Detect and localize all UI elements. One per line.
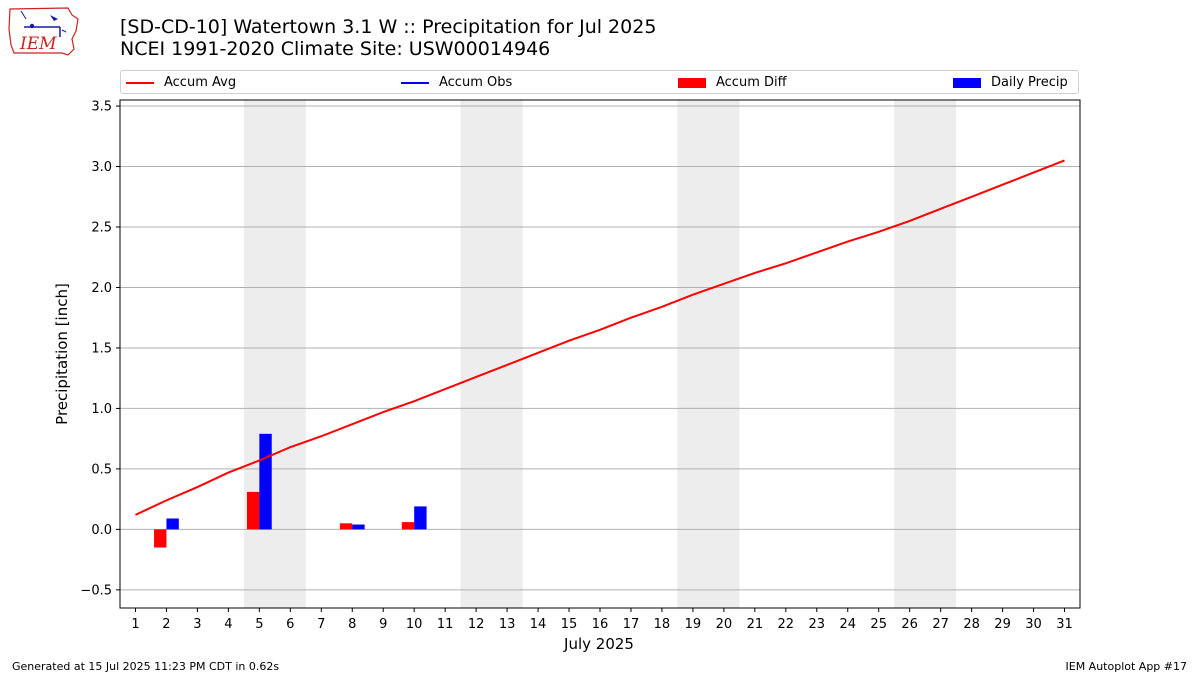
x-axis-label: July 2025 [563, 635, 634, 653]
legend-label-accum-obs: Accum Obs [439, 75, 513, 90]
legend-item-accum-avg: Accum Avg [126, 74, 236, 92]
y-tick-label: 0.5 [91, 462, 112, 477]
y-tick-label: 2.5 [91, 221, 112, 236]
legend-swatch-accum-avg [126, 81, 154, 84]
svg-text:IEM: IEM [19, 34, 57, 54]
accum-avg-line [135, 159, 1065, 516]
legend-label-accum-diff: Accum Diff [716, 75, 787, 90]
x-tick-label: 1 [131, 617, 139, 632]
x-tick-label: 29 [994, 617, 1011, 632]
x-tick-label: 19 [685, 617, 702, 632]
weekend-band [460, 100, 523, 608]
x-tick-label: 22 [778, 617, 795, 632]
x-tick-label: 2 [162, 617, 170, 632]
daily-precip-bar [259, 433, 272, 530]
x-tick-label: 8 [348, 617, 356, 632]
y-tick-label: 1.5 [91, 341, 112, 356]
x-tick-label: 4 [224, 617, 232, 632]
legend-label-daily-precip: Daily Precip [991, 75, 1068, 90]
y-tick-label: 0.0 [91, 523, 112, 538]
x-tick-label: 20 [716, 617, 733, 632]
x-tick-label: 10 [406, 617, 423, 632]
x-tick-label: 26 [901, 617, 918, 632]
x-tick-label: 23 [809, 617, 826, 632]
legend-swatch-accum-obs [401, 81, 429, 84]
x-tick-label: 13 [499, 617, 516, 632]
y-tick-label: −0.5 [80, 583, 112, 598]
x-tick-label: 17 [623, 617, 640, 632]
y-tick-label: 1.0 [91, 402, 112, 417]
accum-diff-bar [246, 491, 260, 530]
weekend-band [677, 100, 740, 608]
x-tick-label: 16 [592, 617, 609, 632]
y-tick-label: 3.5 [91, 100, 112, 115]
x-tick-label: 18 [654, 617, 671, 632]
x-tick-label: 30 [1025, 617, 1042, 632]
legend-item-accum-obs: Accum Obs [401, 74, 512, 92]
x-tick-label: 21 [747, 617, 764, 632]
footer-generated: Generated at 15 Jul 2025 11:23 PM CDT in… [12, 660, 280, 673]
x-tick-label: 3 [193, 617, 201, 632]
x-tick-label: 12 [468, 617, 485, 632]
x-tick-label: 27 [932, 617, 949, 632]
x-tick-label: 14 [530, 617, 547, 632]
x-tick-label: 25 [870, 617, 887, 632]
iem-logo: IEM [6, 5, 82, 59]
legend-item-accum-diff: Accum Diff [678, 74, 787, 92]
daily-precip-bar [166, 518, 179, 530]
plot-frame [119, 99, 1081, 609]
y-axis-label: Precipitation [inch] [53, 283, 71, 425]
y-tick-label: 3.0 [91, 160, 112, 175]
x-tick-label: 7 [317, 617, 325, 632]
x-tick-label: 28 [963, 617, 980, 632]
chart-legend: Accum Avg Accum Obs Accum Diff Daily Pre… [120, 70, 1079, 94]
y-tick-label: 2.0 [91, 281, 112, 296]
legend-label-accum-avg: Accum Avg [164, 75, 237, 90]
daily-precip-bar [414, 506, 427, 530]
legend-item-daily-precip: Daily Precip [953, 74, 1068, 92]
footer-app: IEM Autoplot App #17 [1065, 660, 1188, 673]
chart-title: [SD-CD-10] Watertown 3.1 W :: Precipitat… [120, 16, 656, 60]
legend-swatch-accum-diff [678, 77, 706, 88]
x-tick-label: 24 [839, 617, 856, 632]
daily-precip-bar [352, 524, 365, 530]
chart-title-line1: [SD-CD-10] Watertown 3.1 W :: Precipitat… [120, 16, 657, 38]
weekend-band [243, 100, 306, 608]
accum-diff-bar [401, 522, 415, 530]
x-tick-label: 15 [561, 617, 578, 632]
weekend-band [894, 100, 957, 608]
x-tick-label: 11 [437, 617, 454, 632]
x-tick-label: 6 [286, 617, 294, 632]
x-tick-label: 9 [379, 617, 387, 632]
x-tick-label: 5 [255, 617, 263, 632]
accum-diff-bar [154, 529, 167, 548]
chart-title-line2: NCEI 1991-2020 Climate Site: USW00014946 [120, 38, 551, 60]
accum-diff-bar [339, 523, 353, 530]
legend-swatch-daily-precip [953, 77, 981, 88]
x-tick-label: 31 [1056, 617, 1073, 632]
